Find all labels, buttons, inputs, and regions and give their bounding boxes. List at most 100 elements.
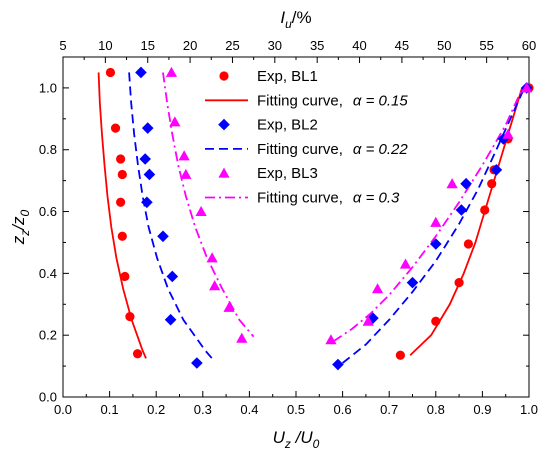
data-point (480, 205, 490, 215)
fitting-curve (97, 72, 147, 359)
legend: Exp, BL1 Fitting curve, α = 0.15 Exp, BL2 Fi… (205, 68, 408, 207)
legend-label: Fitting curve, α = 0.22 (257, 141, 408, 158)
data-point (497, 133, 510, 145)
data-point (132, 349, 143, 359)
legend-marker (218, 167, 230, 178)
x-top-tick-label: 35 (310, 38, 324, 53)
fitting-curve (128, 72, 216, 363)
y-tick-label: 0.2 (39, 328, 57, 343)
data-point (430, 216, 442, 227)
data-point (367, 312, 379, 324)
x-top-tick-label: 60 (522, 38, 536, 53)
data-point (454, 278, 464, 288)
x-bottom-main: U (273, 428, 286, 447)
x-top-tick-label: 40 (352, 38, 366, 53)
x-bottom-tick-label: 0.4 (240, 402, 258, 417)
fitting-curve (162, 72, 255, 338)
y-main: z (9, 235, 28, 245)
data-point (431, 316, 441, 326)
data-point (125, 312, 135, 322)
x-top-tick-label: 25 (225, 38, 239, 53)
x-top-tick-label: 45 (395, 38, 409, 53)
fitting-curve (409, 87, 523, 356)
data-point (169, 116, 181, 127)
data-point (135, 66, 147, 79)
legend-label: Exp, BL3 (257, 165, 318, 182)
fitting-curve (332, 87, 526, 343)
data-point (178, 150, 190, 161)
data-point (460, 177, 472, 190)
y-tick-label: 0.8 (39, 142, 57, 157)
data-point (141, 122, 154, 134)
x-bottom-tick-label: 0.6 (334, 402, 352, 417)
legend-label-text: Fitting curve, (257, 141, 343, 158)
data-point (110, 123, 121, 133)
x-bottom-main2: U (300, 428, 313, 447)
x-bottom-tick-label: 0.3 (194, 402, 212, 417)
data-point (116, 197, 126, 207)
data-point (105, 67, 116, 78)
data-point (117, 231, 127, 241)
axis-ticks: 0.0 0.1 0.2 0.3 0.4 0.5 0.6 0.7 0.8 0.9 1.0 5 10 15 20… (39, 38, 538, 417)
x-top-tick-label: 20 (183, 38, 197, 53)
data-point (371, 283, 384, 294)
data-point (395, 350, 405, 360)
x-bottom-tick-label: 0.0 (54, 402, 72, 417)
x-bottom-tick-label: 0.8 (427, 402, 445, 417)
data-point (209, 280, 221, 291)
x-bottom-tick-label: 0.1 (101, 402, 119, 417)
data-point (236, 332, 248, 343)
data-point (165, 66, 178, 77)
x-bottom-tick-label: 0.5 (287, 402, 305, 417)
legend-label: Fitting curve, α = 0.15 (257, 92, 408, 109)
data-point (325, 334, 337, 345)
y-sub: z (18, 230, 32, 237)
data-point (521, 82, 533, 93)
legend-label-text: Exp, BL1 (257, 68, 318, 85)
data-point (166, 270, 179, 283)
y-sep: / (9, 223, 28, 231)
x-bottom-tick-label: 0.9 (473, 402, 491, 417)
legend-alpha-value: α = 0.15 (353, 92, 409, 109)
experimental-points (105, 66, 534, 371)
x-top-tick-label: 5 (59, 38, 66, 53)
x-bottom-tick-label: 1.0 (520, 402, 538, 417)
data-point (120, 271, 130, 282)
x-top-suffix: /% (292, 8, 312, 27)
data-point (141, 196, 153, 209)
data-point (143, 168, 156, 181)
data-point (164, 313, 177, 326)
data-point (399, 258, 412, 269)
data-point (487, 179, 497, 189)
data-point (117, 169, 127, 180)
legend-label-text: Exp, BL3 (257, 165, 318, 182)
legend-label-text: Fitting curve, (257, 92, 343, 109)
y-sub2: 0 (18, 209, 32, 216)
data-point (406, 276, 419, 289)
x-top-tick-label: 50 (437, 38, 451, 53)
y-tick-label: 0.0 (39, 390, 57, 405)
x-bottom-tick-label: 0.2 (147, 402, 165, 417)
x-top-sub: u (285, 17, 292, 31)
data-point (463, 239, 474, 249)
legend-alpha-value: α = 0.22 (353, 141, 409, 158)
y-tick-label: 0.6 (39, 204, 57, 219)
data-point (191, 357, 203, 369)
legend-label-text: Exp, BL2 (257, 117, 318, 134)
data-point (362, 315, 374, 326)
data-point (332, 358, 344, 371)
x-bottom-tick-label: 0.7 (380, 402, 398, 417)
legend-alpha-value: α = 0.3 (353, 190, 400, 207)
data-point (455, 204, 468, 216)
data-point (430, 238, 442, 250)
y-axis-title: zz/z0 (9, 209, 32, 245)
data-point (180, 168, 192, 179)
x-top-main: I (280, 8, 285, 27)
x-bottom-sub2: 0 (313, 437, 320, 451)
data-point (195, 205, 207, 217)
x-top-tick-label: 30 (268, 38, 282, 53)
x-bottom-sep: / (291, 428, 303, 447)
data-point (157, 230, 169, 243)
x-top-tick-label: 55 (479, 38, 493, 53)
data-point (139, 153, 151, 165)
